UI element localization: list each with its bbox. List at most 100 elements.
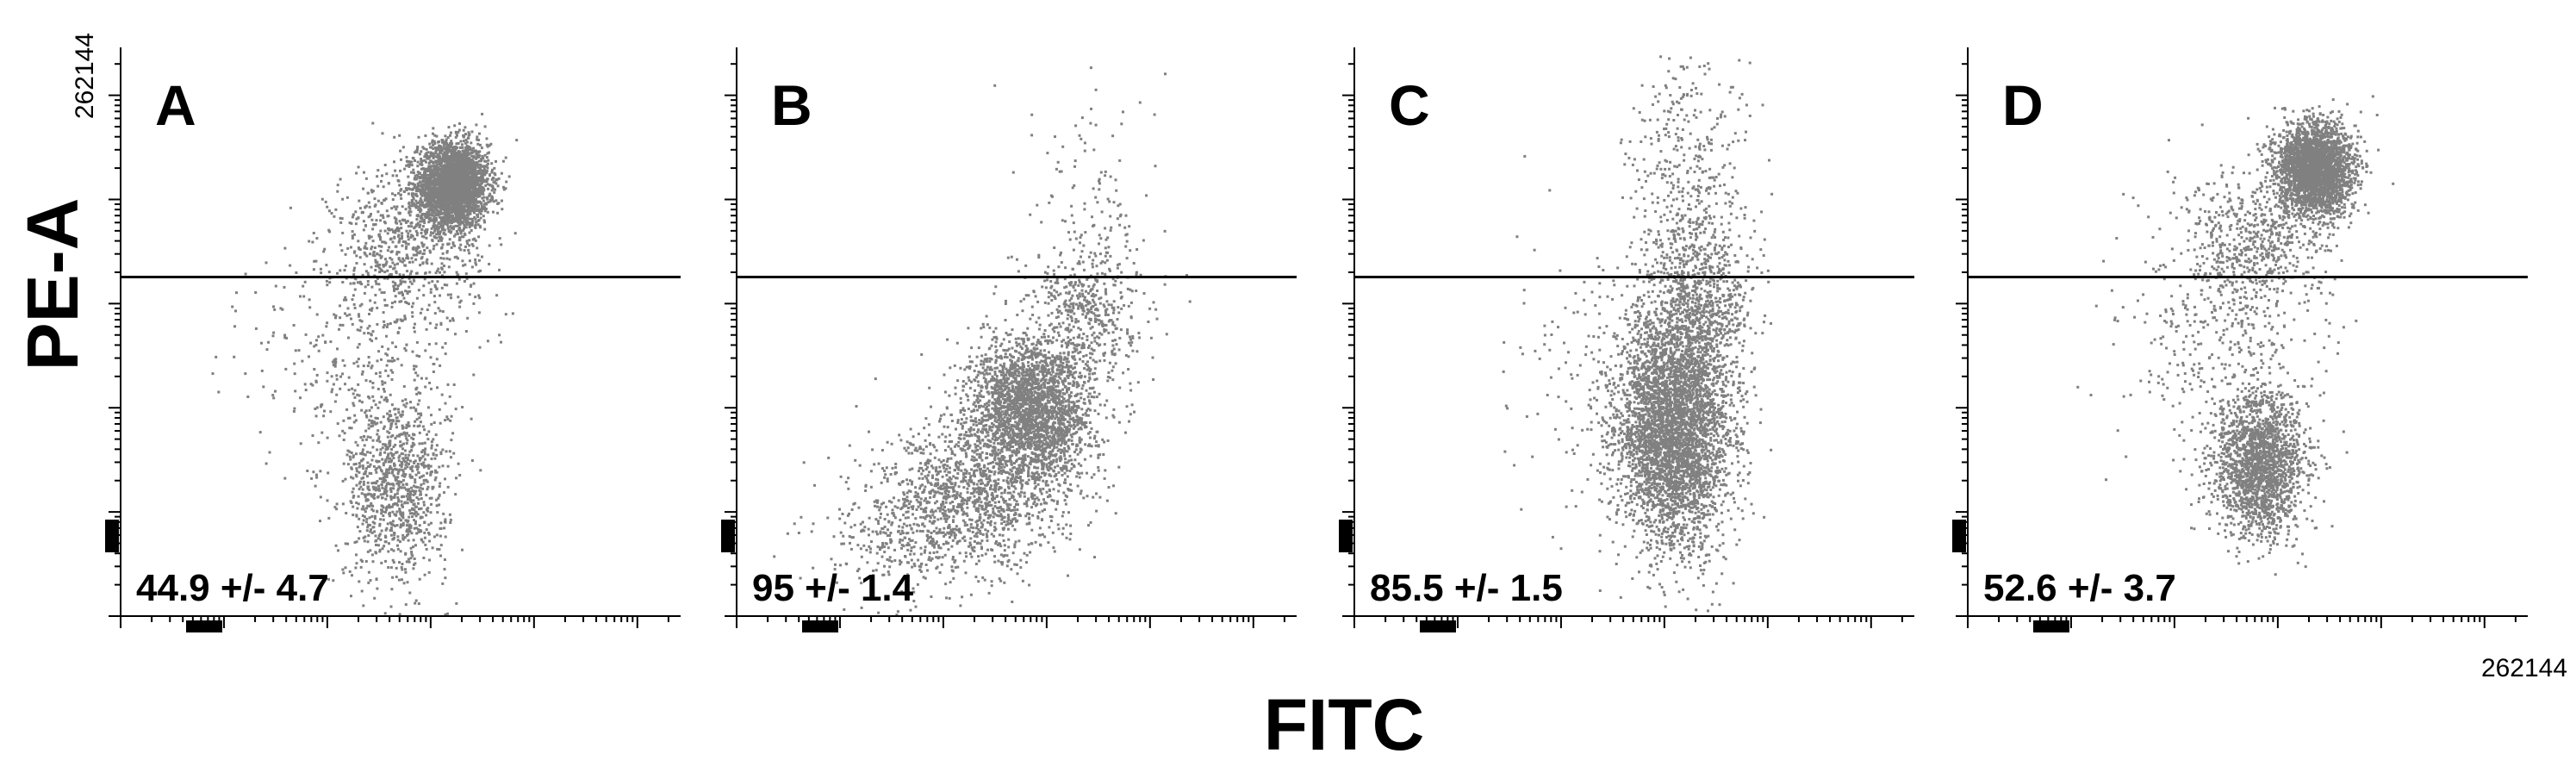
data-point	[378, 263, 382, 266]
data-point	[416, 402, 420, 406]
data-point	[356, 526, 359, 529]
data-point	[346, 246, 350, 250]
data-point	[434, 217, 438, 221]
data-point	[394, 437, 397, 439]
data-point	[426, 485, 430, 489]
data-point	[394, 229, 397, 233]
data-point	[427, 532, 430, 534]
data-point	[439, 150, 442, 153]
data-point	[505, 180, 508, 184]
data-point	[354, 440, 358, 444]
data-point	[366, 485, 370, 489]
data-point	[442, 140, 445, 144]
data-point	[423, 531, 426, 534]
data-point	[442, 173, 445, 177]
data-point	[339, 221, 343, 224]
data-point	[416, 486, 420, 489]
data-point	[448, 179, 451, 183]
data-point	[363, 246, 366, 250]
data-point	[439, 178, 442, 182]
data-point	[396, 547, 400, 551]
data-point	[439, 202, 443, 205]
data-point	[406, 520, 409, 524]
data-point	[337, 549, 339, 552]
data-point	[446, 221, 450, 225]
data-point	[451, 317, 454, 321]
data-point	[326, 205, 329, 209]
data-point	[394, 443, 397, 446]
data-point	[446, 143, 450, 146]
data-point	[481, 255, 483, 259]
data-point	[497, 202, 501, 205]
data-point	[453, 244, 457, 247]
data-point	[471, 179, 475, 183]
data-point	[440, 159, 444, 162]
data-point	[482, 170, 486, 173]
data-point	[413, 326, 415, 329]
data-point	[446, 165, 450, 168]
data-point	[475, 156, 478, 159]
data-point	[473, 215, 476, 219]
data-point	[439, 163, 443, 166]
data-point	[376, 252, 379, 256]
data-point	[432, 244, 436, 247]
data-point	[412, 302, 415, 305]
data-point	[420, 186, 424, 190]
data-point	[447, 230, 451, 234]
data-point	[399, 440, 402, 444]
data-point	[396, 358, 400, 361]
data-point	[435, 323, 439, 327]
data-point	[438, 548, 441, 551]
data-point	[363, 291, 366, 295]
data-point	[366, 487, 370, 490]
data-point	[458, 226, 462, 229]
data-point	[368, 205, 371, 209]
data-point	[406, 501, 409, 505]
data-point	[446, 208, 450, 211]
data-point	[396, 228, 399, 232]
data-point	[413, 508, 416, 512]
data-point	[425, 260, 428, 264]
data-point	[383, 320, 386, 323]
data-point	[495, 182, 498, 185]
data-point	[444, 233, 447, 236]
data-point	[426, 188, 430, 191]
data-point	[464, 272, 468, 276]
data-point	[487, 187, 489, 190]
data-point	[352, 456, 355, 459]
data-point	[479, 143, 482, 146]
data-point	[394, 282, 397, 285]
data-point	[389, 441, 392, 445]
data-point	[380, 477, 383, 481]
data-point	[380, 470, 383, 473]
data-point	[362, 604, 365, 607]
data-point	[441, 227, 445, 230]
data-point	[361, 488, 364, 491]
data-point	[425, 170, 428, 173]
data-point	[477, 235, 481, 239]
data-point	[474, 296, 477, 299]
data-point	[444, 188, 447, 191]
data-point	[387, 374, 390, 377]
data-point	[445, 203, 448, 207]
data-point	[466, 220, 470, 223]
data-point	[414, 203, 418, 207]
data-point	[419, 493, 422, 496]
data-point	[437, 174, 440, 178]
data-point	[395, 318, 399, 321]
data-point	[390, 305, 394, 308]
data-point	[387, 550, 390, 553]
data-point	[468, 252, 471, 255]
data-point	[476, 142, 480, 146]
data-point	[398, 273, 401, 277]
data-point	[417, 465, 420, 469]
data-point	[383, 277, 386, 280]
data-point	[355, 483, 358, 487]
data-point	[403, 475, 407, 478]
data-point	[423, 249, 426, 252]
data-point	[404, 603, 408, 607]
data-point	[444, 576, 447, 580]
data-point	[459, 178, 463, 181]
data-point	[451, 166, 455, 170]
data-point	[470, 221, 473, 225]
